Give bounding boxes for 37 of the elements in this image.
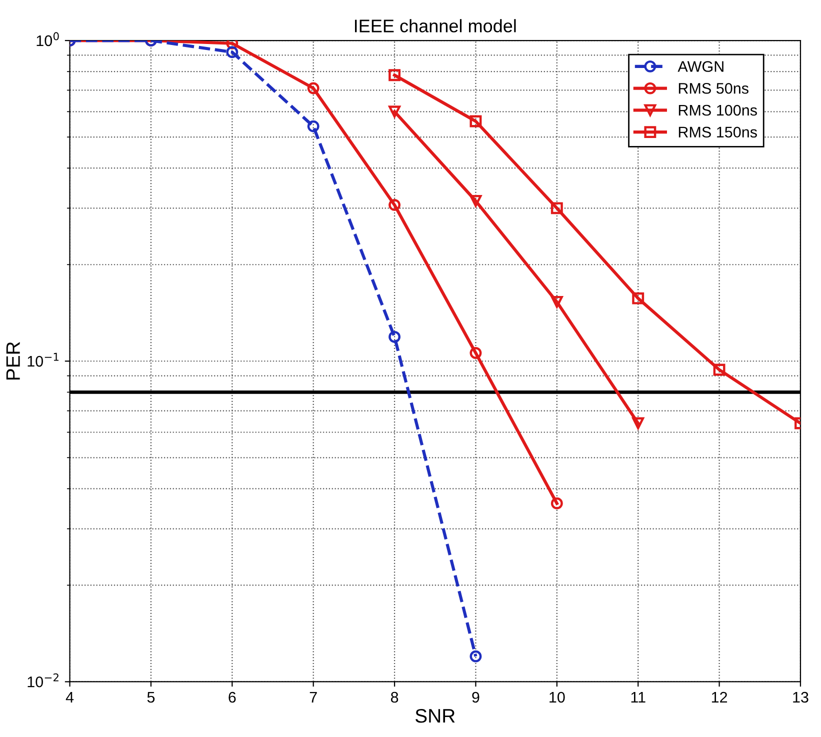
y-axis-title: PER [6, 342, 20, 380]
x-tick-label: 10 [550, 692, 565, 703]
x-tick-label: 7 [310, 692, 317, 703]
point [388, 69, 401, 82]
x-tick-label: 5 [147, 692, 155, 703]
point [470, 650, 482, 662]
point [388, 198, 401, 211]
x-tick-label: 12 [712, 692, 728, 703]
legend-label: RMS 100ns [678, 104, 757, 116]
point [388, 330, 401, 343]
point [632, 417, 644, 430]
x-tick-label: 9 [472, 692, 480, 703]
point [307, 82, 320, 94]
point [550, 296, 563, 308]
y-tick-label: 10$^{0}$ [36, 32, 59, 46]
legend-label: AWGN [678, 61, 724, 72]
point [470, 115, 482, 128]
point [550, 497, 563, 510]
chart-title: IEEE channel model [355, 19, 516, 32]
x-tick-label: 13 [793, 692, 808, 703]
point [388, 106, 401, 118]
y-tick-label: 10$^{−1}$ [28, 352, 59, 367]
point [470, 194, 482, 207]
x-tick-label: 11 [631, 692, 646, 703]
x-tick-label: 4 [66, 692, 74, 703]
point [470, 347, 482, 359]
point [307, 120, 320, 132]
y-tick-label: 10$^{−2}$ [28, 673, 58, 688]
point [713, 364, 726, 376]
x-axis-title: SNR [415, 708, 455, 723]
point [632, 292, 644, 304]
point [550, 202, 563, 214]
point [226, 46, 238, 58]
x-tick-label: 8 [390, 692, 398, 703]
x-tick-label: 6 [228, 692, 236, 703]
legend-label: RMS 150ns [678, 126, 757, 138]
legend-label: RMS 50ns [678, 82, 748, 94]
